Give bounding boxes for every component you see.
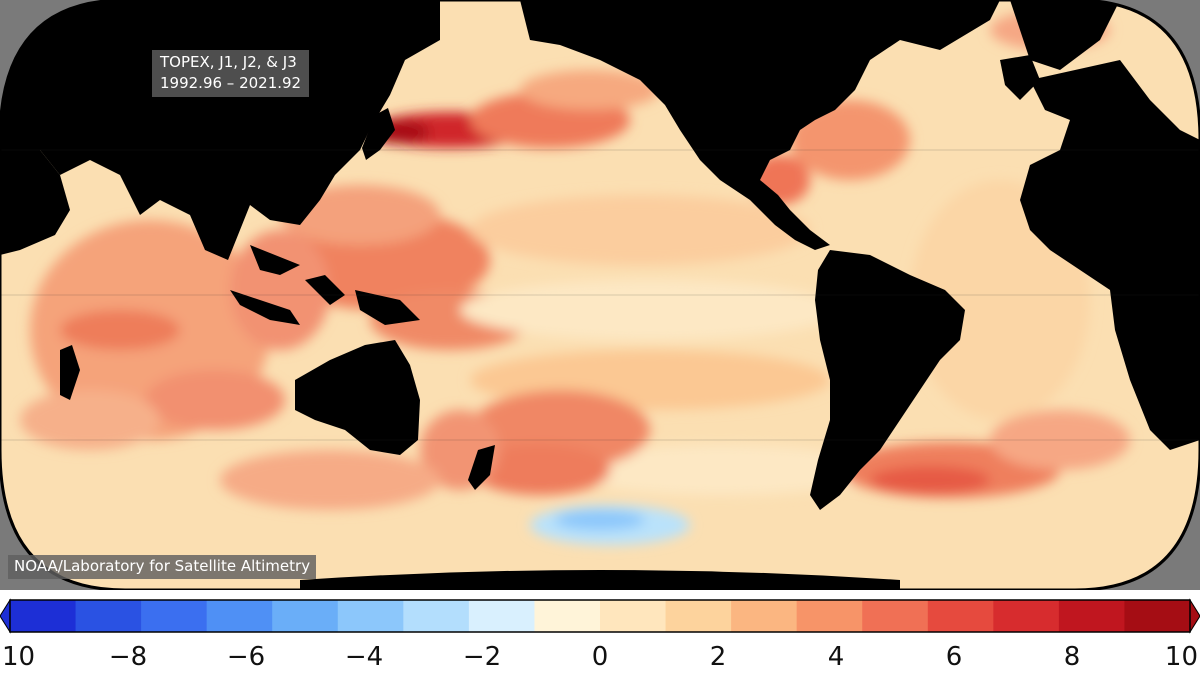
colorbar-svg: [0, 598, 1200, 634]
sea-level-trend-map: [0, 0, 1200, 590]
colorbar-segment: [1124, 600, 1191, 632]
colorbar-segment: [403, 600, 470, 632]
colorbar-tick-label: 2: [709, 642, 727, 672]
land: [0, 0, 1200, 590]
colorbar-tick-label: −6: [226, 642, 266, 672]
colorbar-segment: [665, 600, 732, 632]
colorbar-segment: [141, 600, 208, 632]
colorbar-segment: [927, 600, 994, 632]
map-panel: TOPEX, J1, J2, & J3 1992.96 – 2021.92 NO…: [0, 0, 1200, 590]
colorbar-segment: [337, 600, 404, 632]
dataset-label: TOPEX, J1, J2, & J3 1992.96 – 2021.92: [152, 50, 310, 97]
colorbar-segment: [796, 600, 863, 632]
colorbar-tick-label: 0: [591, 642, 609, 672]
colorbar-segment: [731, 600, 798, 632]
colorbar-segment: [534, 600, 601, 632]
colorbar-frame: [9, 599, 1191, 633]
colorbar-tick-label: −2: [462, 642, 502, 672]
colorbar-tick-label: 8: [1063, 642, 1081, 672]
colorbar-extend-high: [1189, 598, 1200, 634]
colorbar-tick-label: 10: [1164, 642, 1198, 672]
colorbar-segment: [272, 600, 339, 632]
colorbar-segment: [75, 600, 142, 632]
colorbar-segment: [1058, 600, 1125, 632]
colorbar: [0, 596, 1200, 636]
colorbar-tick-label: 10: [2, 642, 36, 672]
credit-label: NOAA/Laboratory for Satellite Altimetry: [8, 555, 317, 579]
colorbar-segment: [206, 600, 273, 632]
colorbar-segment: [10, 600, 77, 632]
colorbar-segment: [862, 600, 929, 632]
colorbar-tick-label: 6: [945, 642, 963, 672]
colorbar-segment: [468, 600, 535, 632]
dataset-period: 1992.96 – 2021.92: [160, 74, 302, 92]
colorbar-segment: [993, 600, 1060, 632]
colorbar-segment: [600, 600, 667, 632]
map-globe: [0, 0, 1200, 590]
globe-outline: [0, 0, 1200, 590]
colorbar-tick-label: 4: [827, 642, 845, 672]
colorbar-tick-label: −8: [108, 642, 148, 672]
colorbar-tick-label: −4: [344, 642, 384, 672]
colorbar-extend-low: [0, 598, 11, 634]
dataset-line1: TOPEX, J1, J2, & J3: [160, 53, 297, 71]
graticule: [0, 149, 1200, 441]
trend-patches: [20, 10, 1130, 545]
